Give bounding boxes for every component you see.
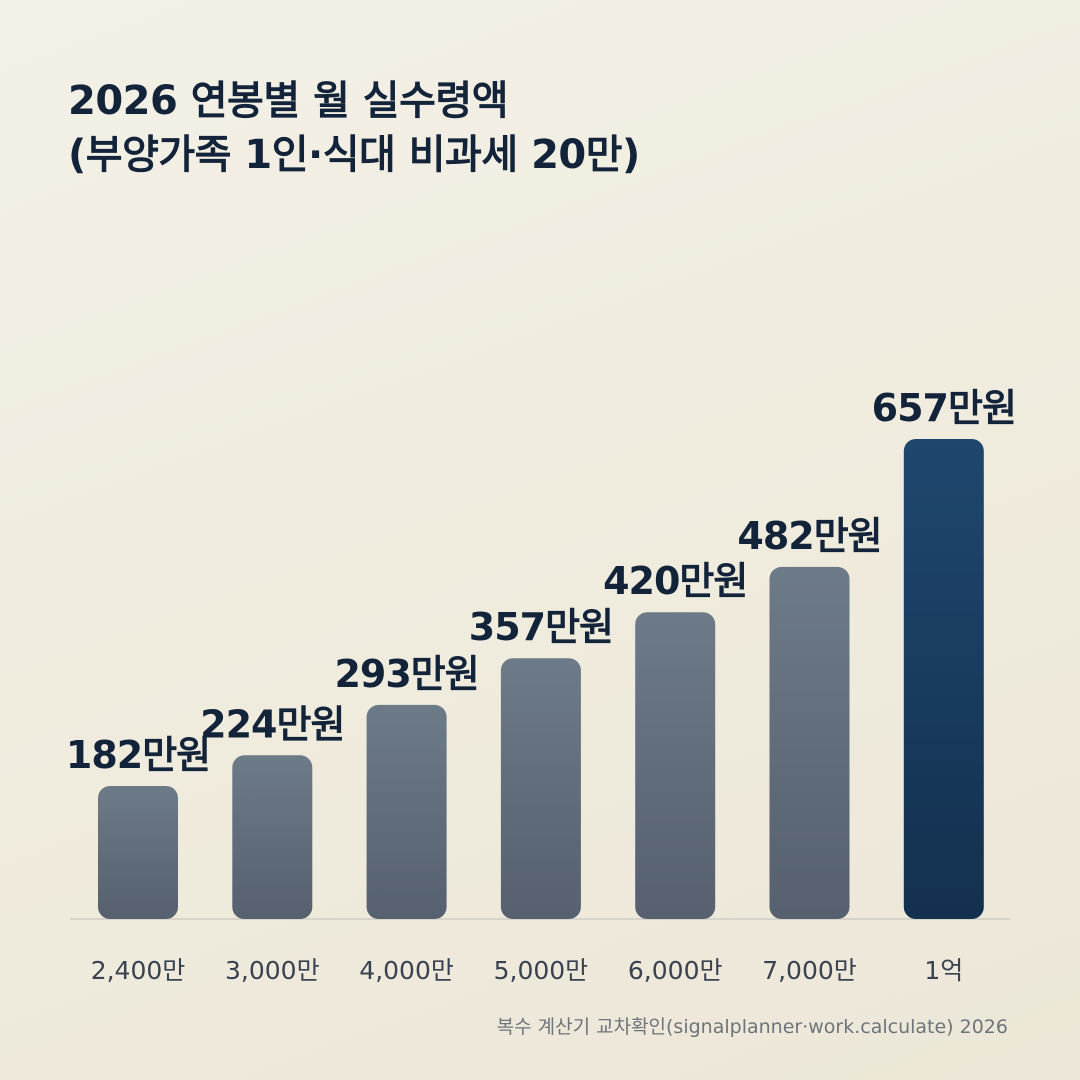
category-label-3: 4,000만	[359, 956, 454, 985]
bar-5	[635, 612, 716, 919]
source-note: 복수 계산기 교차확인(signalplanner·work.calculate…	[496, 1016, 1008, 1038]
bar-7	[903, 439, 984, 919]
category-labels-group: 2,400만 3,000만 4,000만 5,000만 6,000만 7,000만 1억	[91, 956, 964, 985]
bar-2	[232, 755, 313, 919]
category-label-4: 5,000만	[494, 956, 589, 985]
category-label-6: 7,000만	[762, 956, 857, 985]
category-label-5: 6,000만	[628, 956, 723, 985]
data-label-7: 657만원	[872, 386, 1016, 430]
category-label-2: 3,000만	[225, 956, 320, 985]
bar-6	[769, 566, 850, 919]
chart-title: 2026 연봉별 월 실수령액 (부양가족 1인·식대 비과세 20만)	[68, 74, 1028, 182]
data-label-6: 482만원	[737, 514, 881, 558]
data-label-5: 420만원	[603, 559, 747, 603]
bar-3	[366, 704, 447, 919]
data-label-2: 224만원	[200, 702, 344, 746]
title-line-1: 2026 연봉별 월 실수령액	[68, 78, 509, 124]
category-label-1: 2,400만	[91, 956, 186, 985]
category-label-7: 1억	[924, 956, 963, 985]
data-label-3: 293만원	[334, 652, 478, 696]
bars-group	[98, 439, 984, 919]
data-label-1: 182만원	[66, 733, 210, 777]
bar-4	[500, 658, 581, 919]
bar-1	[98, 786, 178, 919]
data-label-4: 357만원	[469, 605, 613, 649]
title-line-2: (부양가족 1인·식대 비과세 20만)	[68, 132, 640, 178]
